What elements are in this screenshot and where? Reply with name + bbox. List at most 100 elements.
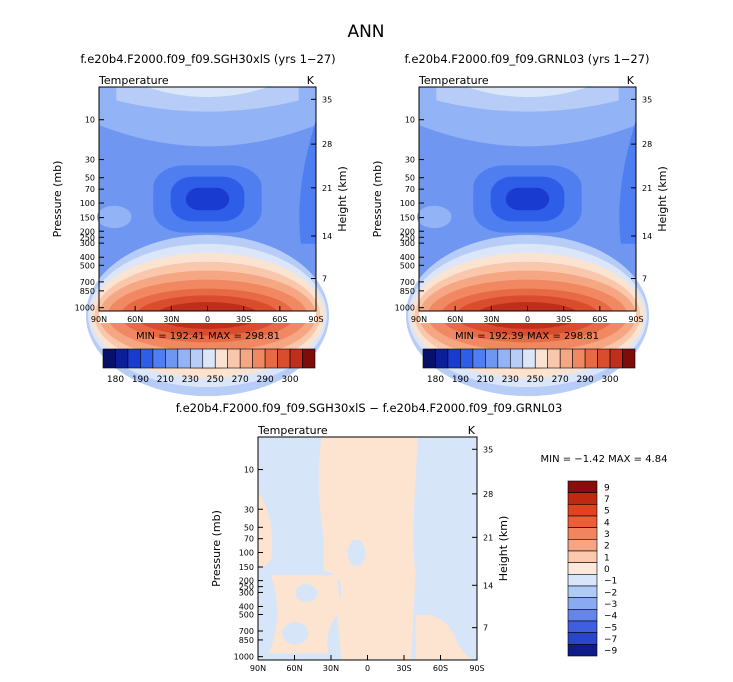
panel3-colorbar-swatch	[567, 632, 598, 645]
panel2-x-tick-label: 0	[525, 315, 530, 324]
panel1-y2-tick-label: 21	[322, 184, 332, 193]
panel3-colorbar-label: 0	[604, 565, 610, 575]
panel3-colorbar-swatch	[567, 515, 598, 528]
panel3-contour-fill	[318, 437, 418, 660]
panel1-colorbar-label: 210	[157, 375, 174, 385]
panel3-title: f.e20b4.F2000.f09_f09.SGH30xlS − f.e20b4…	[176, 401, 563, 415]
panel2-y-tick-label: 10	[405, 116, 415, 125]
panel2-colorbar-swatch	[534, 348, 549, 369]
panel3-colorbar-label: 4	[604, 518, 610, 528]
panel1-colorbar-label: 250	[207, 375, 224, 385]
panel3-y-tick-label: 1000	[234, 653, 254, 662]
panel2-colorbar-label: 250	[527, 375, 544, 385]
panel1-x-tick-label: 60N	[127, 315, 143, 324]
panel2-y-axis-title: Pressure (mb)	[371, 161, 384, 238]
panel3-x-tick-label: 90S	[469, 664, 484, 673]
panel2-y-tick-label: 100	[400, 199, 415, 208]
panel2-colorbar-swatch	[472, 348, 486, 369]
panel3-contour-fill	[347, 539, 366, 567]
panel3-colorbar-label: −4	[604, 612, 618, 622]
panel1-y-tick-label: 150	[80, 214, 95, 223]
panel2-x-tick-label: 60N	[447, 315, 463, 324]
figure-title: ANN	[347, 22, 384, 42]
panel2-colorbar-swatch	[460, 348, 474, 369]
panel3-y2-tick-label: 14	[483, 581, 493, 590]
panel1-colorbar-swatch	[239, 348, 253, 369]
panel2-x-tick-label: 30S	[556, 315, 571, 324]
panel3-colorbar-label: −9	[604, 647, 618, 657]
panel2-y-tick-label: 700	[400, 278, 415, 287]
panel3-colorbar-swatch	[567, 504, 598, 517]
panel3-colorbar-label: 7	[604, 495, 610, 505]
panel1-colorbar-swatch	[277, 348, 291, 369]
panel2-mask	[419, 311, 636, 323]
panel3-plot	[258, 437, 477, 660]
panel2-plot	[405, 87, 650, 397]
panel1-colorbar-swatch	[115, 348, 129, 369]
panel3-y-tick-label: 70	[244, 535, 254, 544]
panel2-colorbar-label: 270	[552, 375, 569, 385]
panel1-y-tick-label: 30	[85, 156, 95, 165]
panel2-x-tick-label: 90N	[411, 315, 427, 324]
panel1-colorbar-swatch	[264, 348, 278, 369]
panel1-colorbar-label: 180	[107, 375, 124, 385]
panel3-colorbar-swatch	[567, 585, 598, 598]
panel3-y-tick-label: 100	[239, 549, 254, 558]
panel1-y-tick-label: 100	[80, 199, 95, 208]
panel2-y-tick-label: 250	[400, 233, 415, 242]
panel3-y-axis-title: Pressure (mb)	[210, 510, 223, 587]
panel2-colorbar-label: 190	[452, 375, 469, 385]
panel1-min-max: MIN = 192.41 MAX = 298.81	[136, 331, 280, 342]
panel2-colorbar-label: 230	[502, 375, 519, 385]
panel2-y2-tick-label: 28	[642, 140, 652, 149]
panel1-title: f.e20b4.F2000.f09_f09.SGH30xlS (yrs 1−27…	[80, 52, 335, 66]
panel2-contour-fill	[505, 187, 550, 211]
panel3-x-tick-label: 60N	[286, 664, 302, 673]
panel1-colorbar-swatch	[152, 348, 166, 369]
panel1-y-tick-label: 850	[80, 287, 95, 296]
panel2-colorbar-label: 210	[477, 375, 494, 385]
panel1-colorbar-swatch	[289, 348, 303, 369]
panel1-colorbar-label: 270	[232, 375, 249, 385]
panel2-y-tick-label: 150	[400, 214, 415, 223]
panel2-colorbar-swatch	[622, 348, 636, 369]
panel1-colorbar-swatch	[165, 348, 179, 369]
panel2-contour-fill	[416, 205, 452, 229]
panel3-y-tick-label: 250	[239, 583, 254, 592]
panel3-y-tick-label: 850	[239, 636, 254, 645]
panel2-colorbar-swatch	[422, 348, 436, 369]
panel3-x-tick-label: 0	[365, 664, 370, 673]
panel1-colorbar-swatch	[140, 348, 154, 369]
panel1-x-tick-label: 90S	[308, 315, 323, 324]
panel2-colorbar-swatch	[609, 348, 623, 369]
panel1-colorbar-label: 290	[257, 375, 274, 385]
panel1-y-tick-label: 50	[85, 174, 95, 183]
panel3-y-tick-label: 400	[239, 602, 254, 611]
panel3-y2-tick-label: 7	[483, 624, 488, 633]
panel2-units-label: K	[627, 74, 635, 87]
panel3-y-tick-label: 200	[239, 577, 254, 586]
panel3-colorbar-label: 2	[604, 542, 610, 552]
panel3-colorbar-swatch	[567, 527, 598, 540]
panel1-contour-fill	[299, 120, 316, 244]
panel3-colorbar-label: −5	[604, 623, 617, 633]
panel3-y-tick-label: 300	[239, 588, 254, 597]
panel1-y-tick-label: 400	[80, 253, 95, 262]
panel1-y2-tick-label: 7	[322, 275, 327, 284]
panel3-min-max: MIN = −1.42 MAX = 4.84	[541, 454, 668, 465]
panel1-y-tick-label: 70	[85, 185, 95, 194]
panel2-y2-tick-label: 7	[642, 275, 647, 284]
panel2-colorbar-swatch	[572, 348, 586, 369]
panel3-y2-tick-label: 28	[483, 490, 493, 499]
panel2-y-tick-label: 1000	[395, 304, 415, 313]
panel1-units-label: K	[307, 74, 315, 87]
panel2-colorbar-label: 180	[427, 375, 444, 385]
panel2-colorbar-swatch	[559, 348, 573, 369]
panel1-y-axis-title: Pressure (mb)	[51, 161, 64, 238]
panel3-colorbar-label: −1	[604, 577, 617, 587]
panel2-colorbar-swatch	[435, 348, 449, 369]
panel2-y2-tick-label: 14	[642, 232, 652, 241]
panel3-colorbar-swatch	[567, 562, 598, 575]
panel3-y2-axis-title: Height (km)	[497, 516, 510, 582]
panel3-colorbar-swatch	[567, 492, 598, 505]
